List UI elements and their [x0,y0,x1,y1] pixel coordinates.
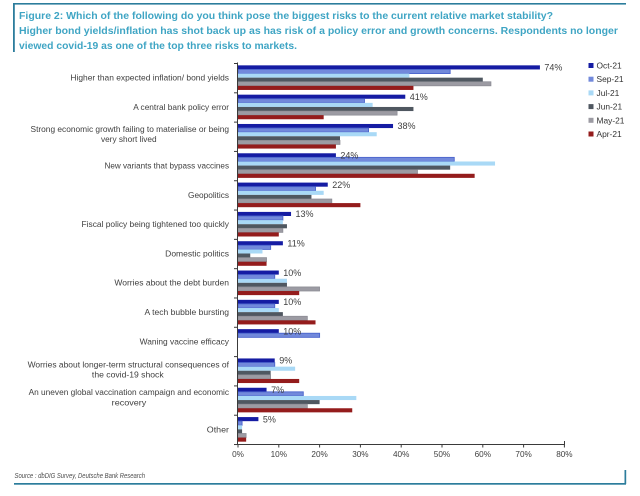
svg-text:60%: 60% [475,450,491,459]
svg-text:10%: 10% [283,297,301,307]
svg-text:recovery: recovery [112,397,147,407]
svg-text:30%: 30% [352,450,368,459]
svg-text:the covid-19 shock: the covid-19 shock [92,370,164,380]
svg-text:Strong economic growth failing: Strong economic growth failing to materi… [31,124,230,134]
svg-text:40%: 40% [393,450,409,459]
svg-text:Oct-21: Oct-21 [597,61,622,71]
svg-text:Figure 2: Which of the followi: Figure 2: Which of the following do you … [19,10,553,22]
svg-text:38%: 38% [398,121,416,131]
svg-text:9%: 9% [279,356,292,366]
svg-text:A central bank policy error: A central bank policy error [133,102,229,112]
svg-text:Worries about the debt burden: Worries about the debt burden [114,278,229,288]
svg-text:11%: 11% [287,239,304,249]
svg-text:10%: 10% [271,450,287,459]
svg-text:Jul-21: Jul-21 [597,88,620,98]
svg-text:Fiscal policy being tightened: Fiscal policy being tightened too quickl… [82,219,230,229]
svg-text:13%: 13% [296,209,314,219]
svg-text:viewed covid-19 as one of the: viewed covid-19 as one of the top three … [19,40,297,52]
svg-text:20%: 20% [311,450,327,459]
svg-text:50%: 50% [434,450,450,459]
svg-text:Sep-21: Sep-21 [597,74,624,84]
svg-text:Jun-21: Jun-21 [597,102,623,112]
svg-text:Waning vaccine efficacy: Waning vaccine efficacy [140,336,230,346]
svg-text:New variants that bypass vacci: New variants that bypass vaccines [105,161,230,171]
svg-text:Other: Other [207,424,229,434]
svg-text:Higher than expected inflation: Higher than expected inflation/ bond yie… [70,73,229,83]
svg-text:Domestic politics: Domestic politics [165,248,229,258]
svg-text:10%: 10% [283,326,301,336]
svg-text:74%: 74% [544,63,562,73]
svg-text:Apr-21: Apr-21 [597,129,622,139]
svg-text:Worries about longer-term stru: Worries about longer-term structural con… [28,359,230,369]
svg-text:5%: 5% [263,414,276,424]
svg-text:May-21: May-21 [597,115,625,125]
svg-text:A tech bubble bursting: A tech bubble bursting [145,307,230,317]
svg-text:Higher bond yields/inflation h: Higher bond yields/inflation has shot ba… [19,25,618,37]
svg-text:10%: 10% [283,268,301,278]
svg-text:80%: 80% [556,450,572,459]
svg-text:7%: 7% [271,385,284,395]
svg-text:Source : dbDIG Survey, Deutsch: Source : dbDIG Survey, Deutsche Bank Res… [15,471,146,480]
svg-text:0%: 0% [232,450,244,459]
svg-text:very short lived: very short lived [101,134,157,144]
svg-text:41%: 41% [410,92,428,102]
svg-text:24%: 24% [340,151,358,161]
svg-text:Geopolitics: Geopolitics [188,190,229,200]
svg-text:22%: 22% [332,180,350,190]
svg-text:70%: 70% [515,450,531,459]
svg-text:An uneven global vaccination c: An uneven global vaccination campaign an… [29,387,229,397]
